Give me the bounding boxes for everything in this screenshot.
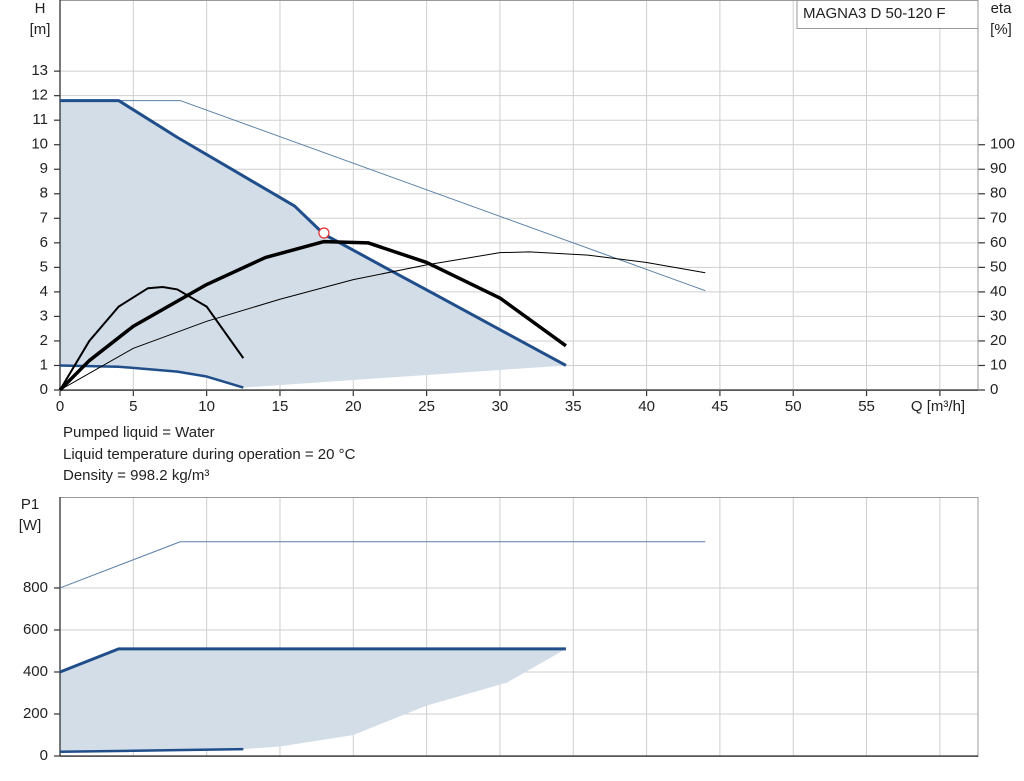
y-tick-label: 9 bbox=[40, 160, 48, 177]
x-tick-label: 25 bbox=[418, 398, 435, 415]
x-tick-label: 45 bbox=[712, 398, 729, 415]
y2-tick-label: 10 bbox=[990, 356, 1007, 373]
y-tick-label: 13 bbox=[31, 62, 48, 79]
y-tick-label: 6 bbox=[40, 234, 48, 251]
y-label: H bbox=[35, 0, 46, 17]
y-tick-label: 0 bbox=[40, 747, 48, 764]
y-unit: [W] bbox=[19, 517, 42, 534]
curve bbox=[59, 364, 244, 389]
curve bbox=[59, 541, 706, 589]
note: Density = 998.2 kg/m³ bbox=[63, 467, 209, 484]
curve bbox=[59, 285, 245, 391]
curve bbox=[59, 747, 244, 754]
y-tick-label: 200 bbox=[23, 705, 48, 722]
curve bbox=[59, 251, 706, 391]
y2-tick-label: 0 bbox=[990, 381, 998, 398]
x-tick-label: 0 bbox=[56, 398, 64, 415]
y-tick-label: 600 bbox=[23, 621, 48, 638]
model-box bbox=[796, 0, 979, 29]
y2-tick-label: 60 bbox=[990, 234, 1007, 251]
operating-area bbox=[60, 648, 566, 752]
x-tick-label: 40 bbox=[638, 398, 655, 415]
y-tick-label: 3 bbox=[40, 307, 48, 324]
y2-tick-label: 70 bbox=[990, 209, 1007, 226]
x-tick-label: 55 bbox=[858, 398, 875, 415]
note: Liquid temperature during operation = 20… bbox=[63, 446, 356, 463]
x-tick-label: 35 bbox=[565, 398, 582, 415]
y2-tick-label: 80 bbox=[990, 185, 1007, 202]
y-tick-label: 0 bbox=[40, 381, 48, 398]
y2-tick-label: 40 bbox=[990, 283, 1007, 300]
model-name: MAGNA3 D 50-120 F bbox=[803, 5, 946, 22]
note: Pumped liquid = Water bbox=[63, 424, 215, 441]
y2-tick-label: 90 bbox=[990, 160, 1007, 177]
curve bbox=[60, 99, 567, 367]
y2-tick-label: 30 bbox=[990, 307, 1007, 324]
y-tick-label: 7 bbox=[40, 209, 48, 226]
y-tick-label: 10 bbox=[31, 136, 48, 153]
y-tick-label: 11 bbox=[32, 111, 48, 128]
y2-label: eta bbox=[991, 0, 1013, 17]
y-tick-label: 1 bbox=[40, 356, 48, 373]
y-tick-label: 2 bbox=[40, 332, 48, 349]
x-tick-label: 20 bbox=[345, 398, 362, 415]
y-tick-label: 4 bbox=[40, 283, 48, 300]
y2-unit: [%] bbox=[990, 21, 1012, 38]
y2-tick-label: 50 bbox=[990, 258, 1007, 275]
plot: 0 200 400 600 800 bbox=[23, 497, 979, 764]
x-tick-label: 5 bbox=[129, 398, 137, 415]
y-tick-label: 5 bbox=[40, 258, 48, 275]
curve bbox=[59, 647, 566, 674]
y-tick-label: 400 bbox=[23, 663, 48, 680]
y-tick-label: 800 bbox=[23, 579, 48, 596]
y-tick-label: 8 bbox=[40, 185, 48, 202]
curve bbox=[58, 239, 567, 392]
y-tick-label: 12 bbox=[31, 87, 48, 104]
y-unit: [m] bbox=[30, 21, 51, 38]
y-label: P1 bbox=[21, 496, 39, 513]
x-tick-label: 15 bbox=[272, 398, 289, 415]
y2-tick-label: 100 bbox=[990, 136, 1015, 153]
plot: 0 5 10 15 20 25 30 35 40 45 50 55012345678910111213… bbox=[31, 0, 1015, 415]
x-tick-label: 30 bbox=[492, 398, 509, 415]
y2-tick-label: 20 bbox=[990, 332, 1007, 349]
x-tick-label: 50 bbox=[785, 398, 802, 415]
x-label: Q [m³/h] bbox=[911, 398, 965, 415]
x-tick-label: 10 bbox=[198, 398, 215, 415]
operating-point bbox=[318, 227, 330, 239]
